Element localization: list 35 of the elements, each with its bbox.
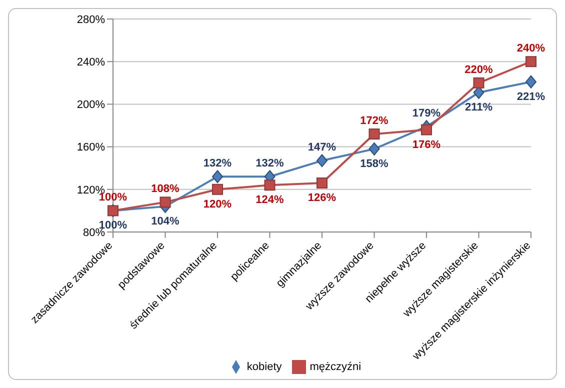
data-label: 176% <box>412 138 441 151</box>
data-label: 220% <box>464 64 494 76</box>
point <box>421 124 432 136</box>
point <box>316 154 328 168</box>
data-label: 120% <box>203 198 232 210</box>
data-label: 147% <box>308 142 336 154</box>
data-label: 100% <box>98 192 128 204</box>
data-label: 108% <box>151 183 180 196</box>
data-label: 179% <box>412 108 441 120</box>
point <box>526 75 536 88</box>
legend-label: mężczyźni <box>310 360 362 373</box>
point <box>368 128 380 140</box>
data-label: 132% <box>256 158 284 170</box>
point <box>212 170 223 184</box>
y-tick-label: 280% <box>76 14 106 26</box>
y-tick-label: 200% <box>76 99 106 112</box>
data-label: 211% <box>464 101 493 114</box>
point <box>473 77 484 88</box>
point <box>212 184 223 195</box>
data-label: 126% <box>308 192 336 204</box>
point <box>264 180 276 191</box>
data-label: 221% <box>516 90 546 103</box>
data-label: 104% <box>151 215 180 228</box>
y-tick-label: 160% <box>76 142 106 154</box>
point <box>526 56 536 68</box>
legend-label: kobiety <box>246 360 282 373</box>
data-label: 172% <box>360 115 389 128</box>
point <box>316 178 328 189</box>
data-label: 132% <box>203 158 232 170</box>
data-label: 124% <box>256 194 284 206</box>
point <box>160 196 171 208</box>
data-label: 240% <box>516 42 546 55</box>
data-label: 158% <box>360 158 389 170</box>
point <box>368 142 380 156</box>
y-tick-label: 240% <box>76 56 106 69</box>
